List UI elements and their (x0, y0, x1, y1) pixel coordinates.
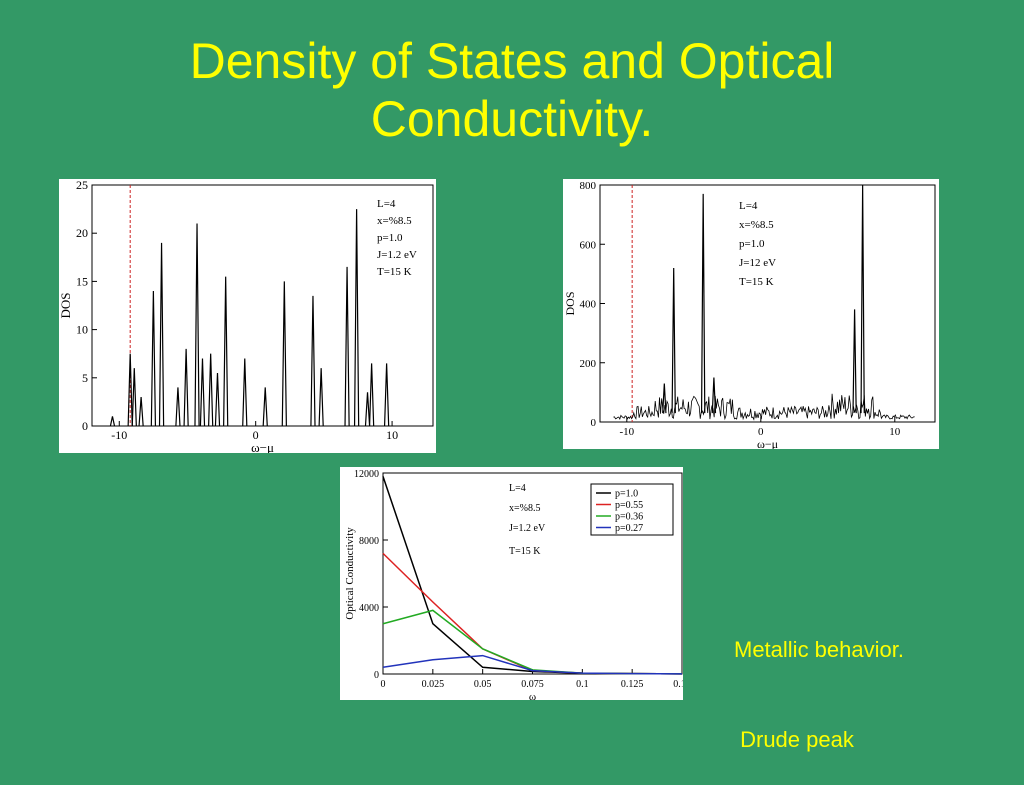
oc-legend-label: p=1.0 (615, 489, 638, 500)
oc-annotation: x=%8.5 (509, 503, 540, 514)
dos-left-y-tick-label: 25 (76, 179, 88, 192)
dos-left-peak (344, 266, 350, 427)
dos-left-x-tick-label: 10 (386, 428, 398, 442)
dos-left-y-tick-label: 15 (76, 274, 88, 288)
caption: Metallic behavior. Drude peak (734, 575, 904, 785)
dos-right-annotation: p=1.0 (739, 238, 765, 250)
oc-legend-label: p=0.55 (615, 500, 643, 511)
dos-right-noise-trace (613, 393, 915, 421)
dos-left-peak (199, 358, 206, 427)
dos-left-peak (127, 353, 133, 427)
dos-left-y-tick-label: 10 (76, 323, 88, 337)
oc-legend-label: p=0.36 (615, 512, 643, 523)
oc-y-axis-label: Optical Conductivity (344, 527, 356, 620)
dos-left-peak (262, 387, 268, 427)
slide-title-line-1: Density of States and Optical (189, 33, 835, 89)
slide-title-line-2: Conductivity. (370, 91, 654, 147)
dos-right-x-axis-label: ω−μ (757, 437, 778, 449)
oc-x-tick-label: 0.05 (474, 679, 492, 690)
dos-left-peak (318, 368, 324, 427)
dos-left-peak (158, 242, 165, 427)
dos-right-y-tick-label: 200 (580, 358, 597, 370)
dos-left-annotation: L=4 (377, 198, 396, 210)
dos-left-peak (214, 372, 221, 427)
oc-x-tick-label: 0.125 (621, 679, 644, 690)
dos-left-peak (310, 295, 316, 427)
dos-left-peak (131, 368, 137, 427)
dos-right-peak (852, 309, 857, 414)
oc-series-line-2 (382, 552, 683, 675)
dos-left-y-tick-label: 5 (82, 371, 88, 385)
optical-conductivity-chart: 0 0.025 0.05 0.075 0.1 0.125 0.15 0 4000 8000 1200… (340, 467, 683, 700)
dos-left-annotation: x=%8.5 (377, 215, 412, 227)
dos-left-peak (150, 291, 157, 427)
oc-x-tick-label: 0 (381, 679, 386, 690)
caption-line-2: Drude peak (734, 727, 854, 752)
oc-x-tick-label: 0.025 (422, 679, 445, 690)
dos-left-annotation: p=1.0 (377, 232, 403, 244)
optical-conductivity-chart-svg: 0 0.025 0.05 0.075 0.1 0.125 0.15 0 4000 8000 1200… (344, 469, 683, 700)
dos-left-peak (383, 363, 390, 427)
dos-left-x-tick-label: 0 (253, 428, 259, 442)
dos-left-peak (223, 276, 229, 427)
dos-right-peak (860, 184, 865, 414)
oc-annotation: T=15 K (509, 546, 541, 557)
oc-x-tick-label: 0.1 (576, 679, 589, 690)
dos-left-peak (368, 363, 375, 427)
dos-left-annotation: J=1.2 eV (377, 249, 417, 261)
dos-left-y-tick-label: 0 (82, 419, 88, 433)
dos-left-annotation: T=15 K (377, 266, 412, 278)
dos-left-peak (194, 223, 200, 427)
dos-chart-right-svg: -10 0 100200400600800ω−μDOSL=4x=%8.5p=1.0J… (563, 180, 936, 449)
dos-right-peak (700, 193, 706, 414)
oc-series-line-3 (382, 609, 683, 675)
dos-right-x-tick-label: -10 (619, 426, 634, 438)
oc-x-tick-label: 0.15 (673, 679, 683, 690)
dos-left-plot-frame (91, 184, 434, 427)
oc-series-line-4 (382, 654, 683, 675)
dos-left-peak (281, 281, 287, 427)
oc-y-tick-label: 8000 (359, 536, 379, 547)
dos-left-x-axis-label: ω−μ (251, 440, 274, 453)
dos-left-peak (364, 392, 371, 427)
dos-right-annotation: T=15 K (739, 276, 774, 288)
oc-y-tick-label: 4000 (359, 603, 379, 614)
dos-right-annotation: x=%8.5 (739, 219, 774, 231)
oc-x-tick-label: 0.075 (521, 679, 544, 690)
dos-left-peak (183, 348, 189, 427)
dos-chart-right: -10 0 10 0 200 400 600 800 ω−μ DOS L=4 x=%8.5 p=1.0 J… (563, 179, 939, 449)
oc-legend-label: p=0.27 (615, 523, 643, 534)
dos-right-y-tick-label: 0 (591, 417, 597, 429)
dos-left-peak (208, 353, 214, 427)
dos-right-y-tick-label: 400 (580, 299, 597, 311)
dos-right-x-tick-label: 0 (758, 426, 764, 438)
dos-right-x-tick-label: 10 (889, 426, 901, 438)
dos-left-y-axis-label: DOS (59, 292, 73, 318)
dos-left-peak (242, 358, 248, 427)
dos-right-peak (662, 383, 667, 414)
oc-y-tick-label: 0 (374, 670, 379, 681)
dos-right-y-axis-label: DOS (563, 291, 577, 315)
caption-line-1: Metallic behavior. (734, 637, 904, 662)
oc-annotation: J=1.2 eV (509, 523, 546, 534)
dos-right-annotation: L=4 (739, 200, 758, 212)
dos-chart-left: -10 0 10 0 5 10 15 20 25 ω−μ DOS L=4 x=%8.5 p=1.0 J=1.… (59, 179, 436, 453)
dos-left-x-tick-label: -10 (111, 428, 127, 442)
dos-left-peak (353, 209, 360, 427)
oc-y-tick-label: 12000 (354, 469, 379, 480)
slide-title: Density of States and Optical Conductivi… (0, 32, 1024, 148)
dos-right-peak (671, 267, 676, 414)
dos-left-y-tick-label: 20 (76, 226, 88, 240)
oc-annotation: L=4 (509, 483, 526, 494)
dos-left-peak (109, 416, 116, 427)
oc-x-axis-label: ω (529, 691, 536, 700)
dos-right-y-tick-label: 800 (580, 180, 597, 192)
dos-right-annotation: J=12 eV (739, 257, 776, 269)
dos-left-peak (175, 387, 181, 427)
dos-right-y-tick-label: 600 (580, 239, 597, 251)
dos-left-peak (138, 397, 144, 427)
dos-chart-left-svg: -10 0 10 0 5 10 15 20 25 ω−μ DOS L=4 x=%8.5 p=1.0 J=1.… (59, 179, 434, 453)
